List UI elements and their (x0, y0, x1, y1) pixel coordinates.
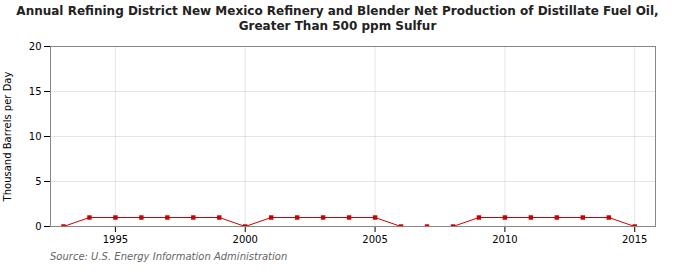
svg-text:1995: 1995 (103, 234, 128, 245)
html-text:Annual Refining District New M: Annual Refining District New Mexico Refi… (16, 4, 659, 33)
svg-text:2015: 2015 (622, 234, 647, 245)
svg-text:2010: 2010 (492, 234, 517, 245)
svg-text:Thousand Barrels per Day: Thousand Barrels per Day (2, 72, 13, 203)
svg-text:15: 15 (29, 86, 42, 97)
html-text:Source: U.S. Energy Informatio: Source: U.S. Energy Information Administ… (50, 251, 288, 262)
svg-text:2000: 2000 (233, 234, 258, 245)
svg-text:5: 5 (35, 176, 41, 187)
svg-text:0: 0 (35, 221, 41, 232)
svg-text:2005: 2005 (362, 234, 387, 245)
svg-text:10: 10 (29, 131, 42, 142)
svg-text:20: 20 (29, 41, 42, 52)
